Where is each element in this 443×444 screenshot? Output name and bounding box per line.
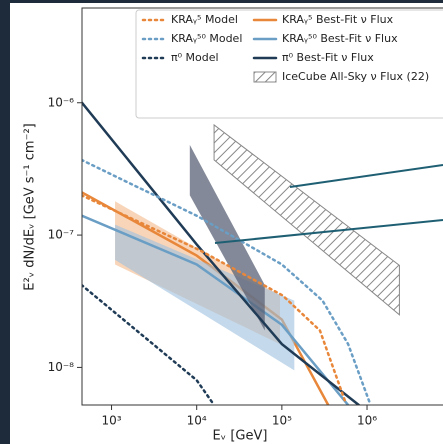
y-tick-label: 10⁻⁷ [48,228,75,242]
series-line [82,158,372,405]
hatched-band [213,123,400,316]
legend-label: KRAᵧ⁵ Best-Fit ν Flux [282,13,394,26]
legend-label: KRAᵧ⁵⁰ Model [171,32,242,45]
x-tick-label: 10⁴ [187,414,207,428]
uncertainty-band [115,224,295,371]
y-tick-label: 10⁻⁸ [48,360,75,374]
legend-box [135,9,443,119]
legend-label: KRAᵧ⁵ Model [171,13,238,26]
series-line [82,101,361,405]
legend-label: IceCube All-Sky ν Flux (22) [282,70,429,83]
series-line [82,283,216,405]
x-axis-title: Eᵥ [GeV] [213,429,268,444]
x-tick-label: 10⁵ [272,414,292,428]
x-tick-label: 10³ [101,414,121,428]
annotation-arrow [289,164,443,188]
plot-area [82,101,400,405]
y-tick-label: 10⁻⁶ [48,95,75,109]
legend: KRAᵧ⁵ Model KRAᵧ⁵⁰ Model π⁰ Model KRAᵧ⁵ Bes… [135,9,443,119]
annotation-arrow [214,219,443,244]
uncertainty-band [189,144,265,331]
legend-label: KRAᵧ⁵⁰ Best-Fit ν Flux [282,32,398,45]
y-axis-title: E²ᵥ dN/dEᵥ [GeV s⁻¹ cm⁻²] [23,123,38,290]
legend-label: π⁰ Best-Fit ν Flux [282,51,374,64]
legend-swatch [253,71,277,83]
frame-strip [0,0,443,3]
series-line [82,194,347,402]
legend-label: π⁰ Model [171,51,219,64]
frame-strip [0,0,10,444]
plot-frame [81,7,443,406]
x-tick-label: 10⁶ [357,414,377,428]
